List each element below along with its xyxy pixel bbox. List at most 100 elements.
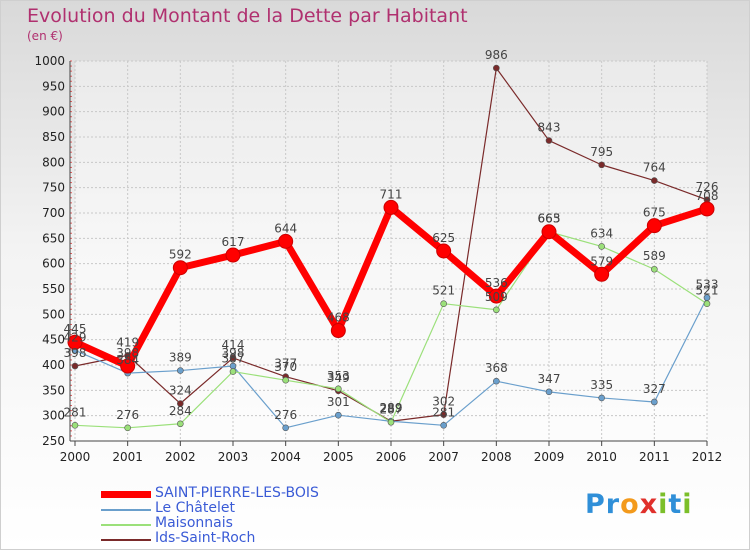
data-label: 521 bbox=[696, 284, 719, 298]
data-point bbox=[387, 418, 395, 426]
legend-label: Le Châtelet bbox=[155, 500, 235, 516]
series-layer bbox=[67, 64, 715, 432]
data-point bbox=[225, 247, 241, 263]
data-label: 708 bbox=[696, 189, 719, 203]
y-tick-label: 900 bbox=[42, 105, 65, 119]
data-label: 284 bbox=[169, 404, 192, 418]
data-label: 521 bbox=[432, 284, 455, 298]
data-point bbox=[440, 421, 447, 429]
x-tick-label: 2008 bbox=[481, 450, 512, 464]
data-label: 281 bbox=[432, 405, 455, 419]
y-tick-label: 250 bbox=[42, 434, 65, 448]
data-label: 468 bbox=[327, 311, 350, 325]
data-label: 281 bbox=[64, 405, 87, 419]
logo-letter: o bbox=[620, 489, 640, 520]
data-point bbox=[120, 358, 136, 374]
y-tick-label: 750 bbox=[42, 181, 65, 195]
data-label: 986 bbox=[485, 48, 508, 62]
proxiti-logo: Proxiti bbox=[585, 489, 693, 520]
data-label: 377 bbox=[274, 357, 297, 371]
data-point bbox=[177, 420, 184, 428]
y-tick-label: 1000 bbox=[34, 54, 65, 68]
grid bbox=[74, 60, 708, 442]
data-label: 398 bbox=[116, 346, 139, 360]
data-label: 387 bbox=[222, 352, 245, 366]
data-point bbox=[282, 376, 289, 384]
data-label: 398 bbox=[222, 346, 245, 360]
data-point bbox=[651, 265, 658, 273]
data-point bbox=[335, 385, 342, 393]
x-tick-label: 2003 bbox=[218, 450, 249, 464]
data-point bbox=[545, 388, 553, 396]
data-point bbox=[71, 362, 79, 370]
data-label: 795 bbox=[590, 145, 613, 159]
data-point bbox=[436, 243, 452, 259]
data-label: 764 bbox=[643, 161, 666, 175]
point-label-layer: 445 398 592 617 644 468 711 625 536 663 579 675 708 4… bbox=[64, 48, 719, 422]
data-label: 368 bbox=[485, 361, 508, 375]
y-tick-label: 600 bbox=[42, 257, 65, 271]
data-label: 347 bbox=[538, 372, 561, 386]
x-tick-label: 2010 bbox=[586, 450, 617, 464]
data-label: 398 bbox=[64, 346, 87, 360]
x-tick-label: 2012 bbox=[692, 450, 723, 464]
data-point bbox=[488, 288, 504, 304]
x-tick-label: 2009 bbox=[534, 450, 565, 464]
y-tick-label: 500 bbox=[42, 307, 65, 321]
data-label: 370 bbox=[274, 360, 297, 374]
x-tick-label: 2002 bbox=[165, 450, 196, 464]
data-label: 589 bbox=[643, 249, 666, 263]
data-label: 675 bbox=[643, 206, 666, 220]
data-point bbox=[172, 260, 188, 276]
y-tick-label: 800 bbox=[42, 155, 65, 169]
x-tick-label: 2001 bbox=[112, 450, 143, 464]
data-label: 327 bbox=[643, 382, 666, 396]
data-label: 289 bbox=[380, 401, 403, 415]
x-tick-label: 2005 bbox=[323, 450, 354, 464]
legend-label: Maisonnais bbox=[155, 515, 233, 531]
data-label: 276 bbox=[274, 408, 297, 422]
data-label: 579 bbox=[590, 254, 613, 268]
data-label: 617 bbox=[222, 235, 245, 249]
y-tick-label: 950 bbox=[42, 79, 65, 93]
y-tick-label: 400 bbox=[42, 358, 65, 372]
legend-swatch bbox=[101, 539, 151, 541]
data-label: 349 bbox=[327, 371, 350, 385]
x-tick-label: 2006 bbox=[376, 450, 407, 464]
data-label: 414 bbox=[222, 338, 245, 352]
data-point bbox=[177, 400, 184, 407]
logo-letter: i bbox=[658, 489, 669, 520]
data-point bbox=[278, 233, 294, 249]
legend-label: Ids-Saint-Roch bbox=[155, 530, 256, 546]
data-label: 289 bbox=[380, 401, 403, 415]
data-point bbox=[703, 300, 711, 307]
data-label: 324 bbox=[169, 384, 192, 398]
data-label: 276 bbox=[116, 408, 139, 422]
data-label: 536 bbox=[485, 276, 508, 290]
legend-swatch bbox=[101, 509, 151, 511]
data-point bbox=[598, 161, 605, 169]
data-point bbox=[594, 266, 610, 282]
y-tick-label: 550 bbox=[42, 282, 65, 296]
legend-label: SAINT-PIERRE-LES-BOIS bbox=[155, 485, 319, 501]
data-point bbox=[440, 411, 447, 418]
data-point bbox=[699, 201, 715, 217]
data-point bbox=[229, 368, 237, 375]
data-point bbox=[67, 334, 83, 350]
chart-title: Evolution du Montant de la Dette par Hab… bbox=[27, 5, 468, 27]
data-label: 301 bbox=[327, 395, 350, 409]
data-label: 335 bbox=[590, 378, 613, 392]
y-tick-label: 700 bbox=[42, 206, 65, 220]
data-point bbox=[651, 177, 658, 184]
data-label: 726 bbox=[696, 180, 719, 194]
data-label: 287 bbox=[380, 402, 403, 416]
axes: 250 300 350 400 450 500 550 600 650 700 750 800 850 9… bbox=[34, 54, 722, 464]
logo-letter: P bbox=[585, 489, 606, 520]
y-tick-label: 300 bbox=[42, 409, 65, 423]
data-point bbox=[598, 243, 605, 250]
data-label: 665 bbox=[538, 212, 561, 226]
data-point bbox=[383, 199, 399, 215]
data-point bbox=[493, 377, 500, 385]
data-label: 644 bbox=[274, 221, 297, 235]
